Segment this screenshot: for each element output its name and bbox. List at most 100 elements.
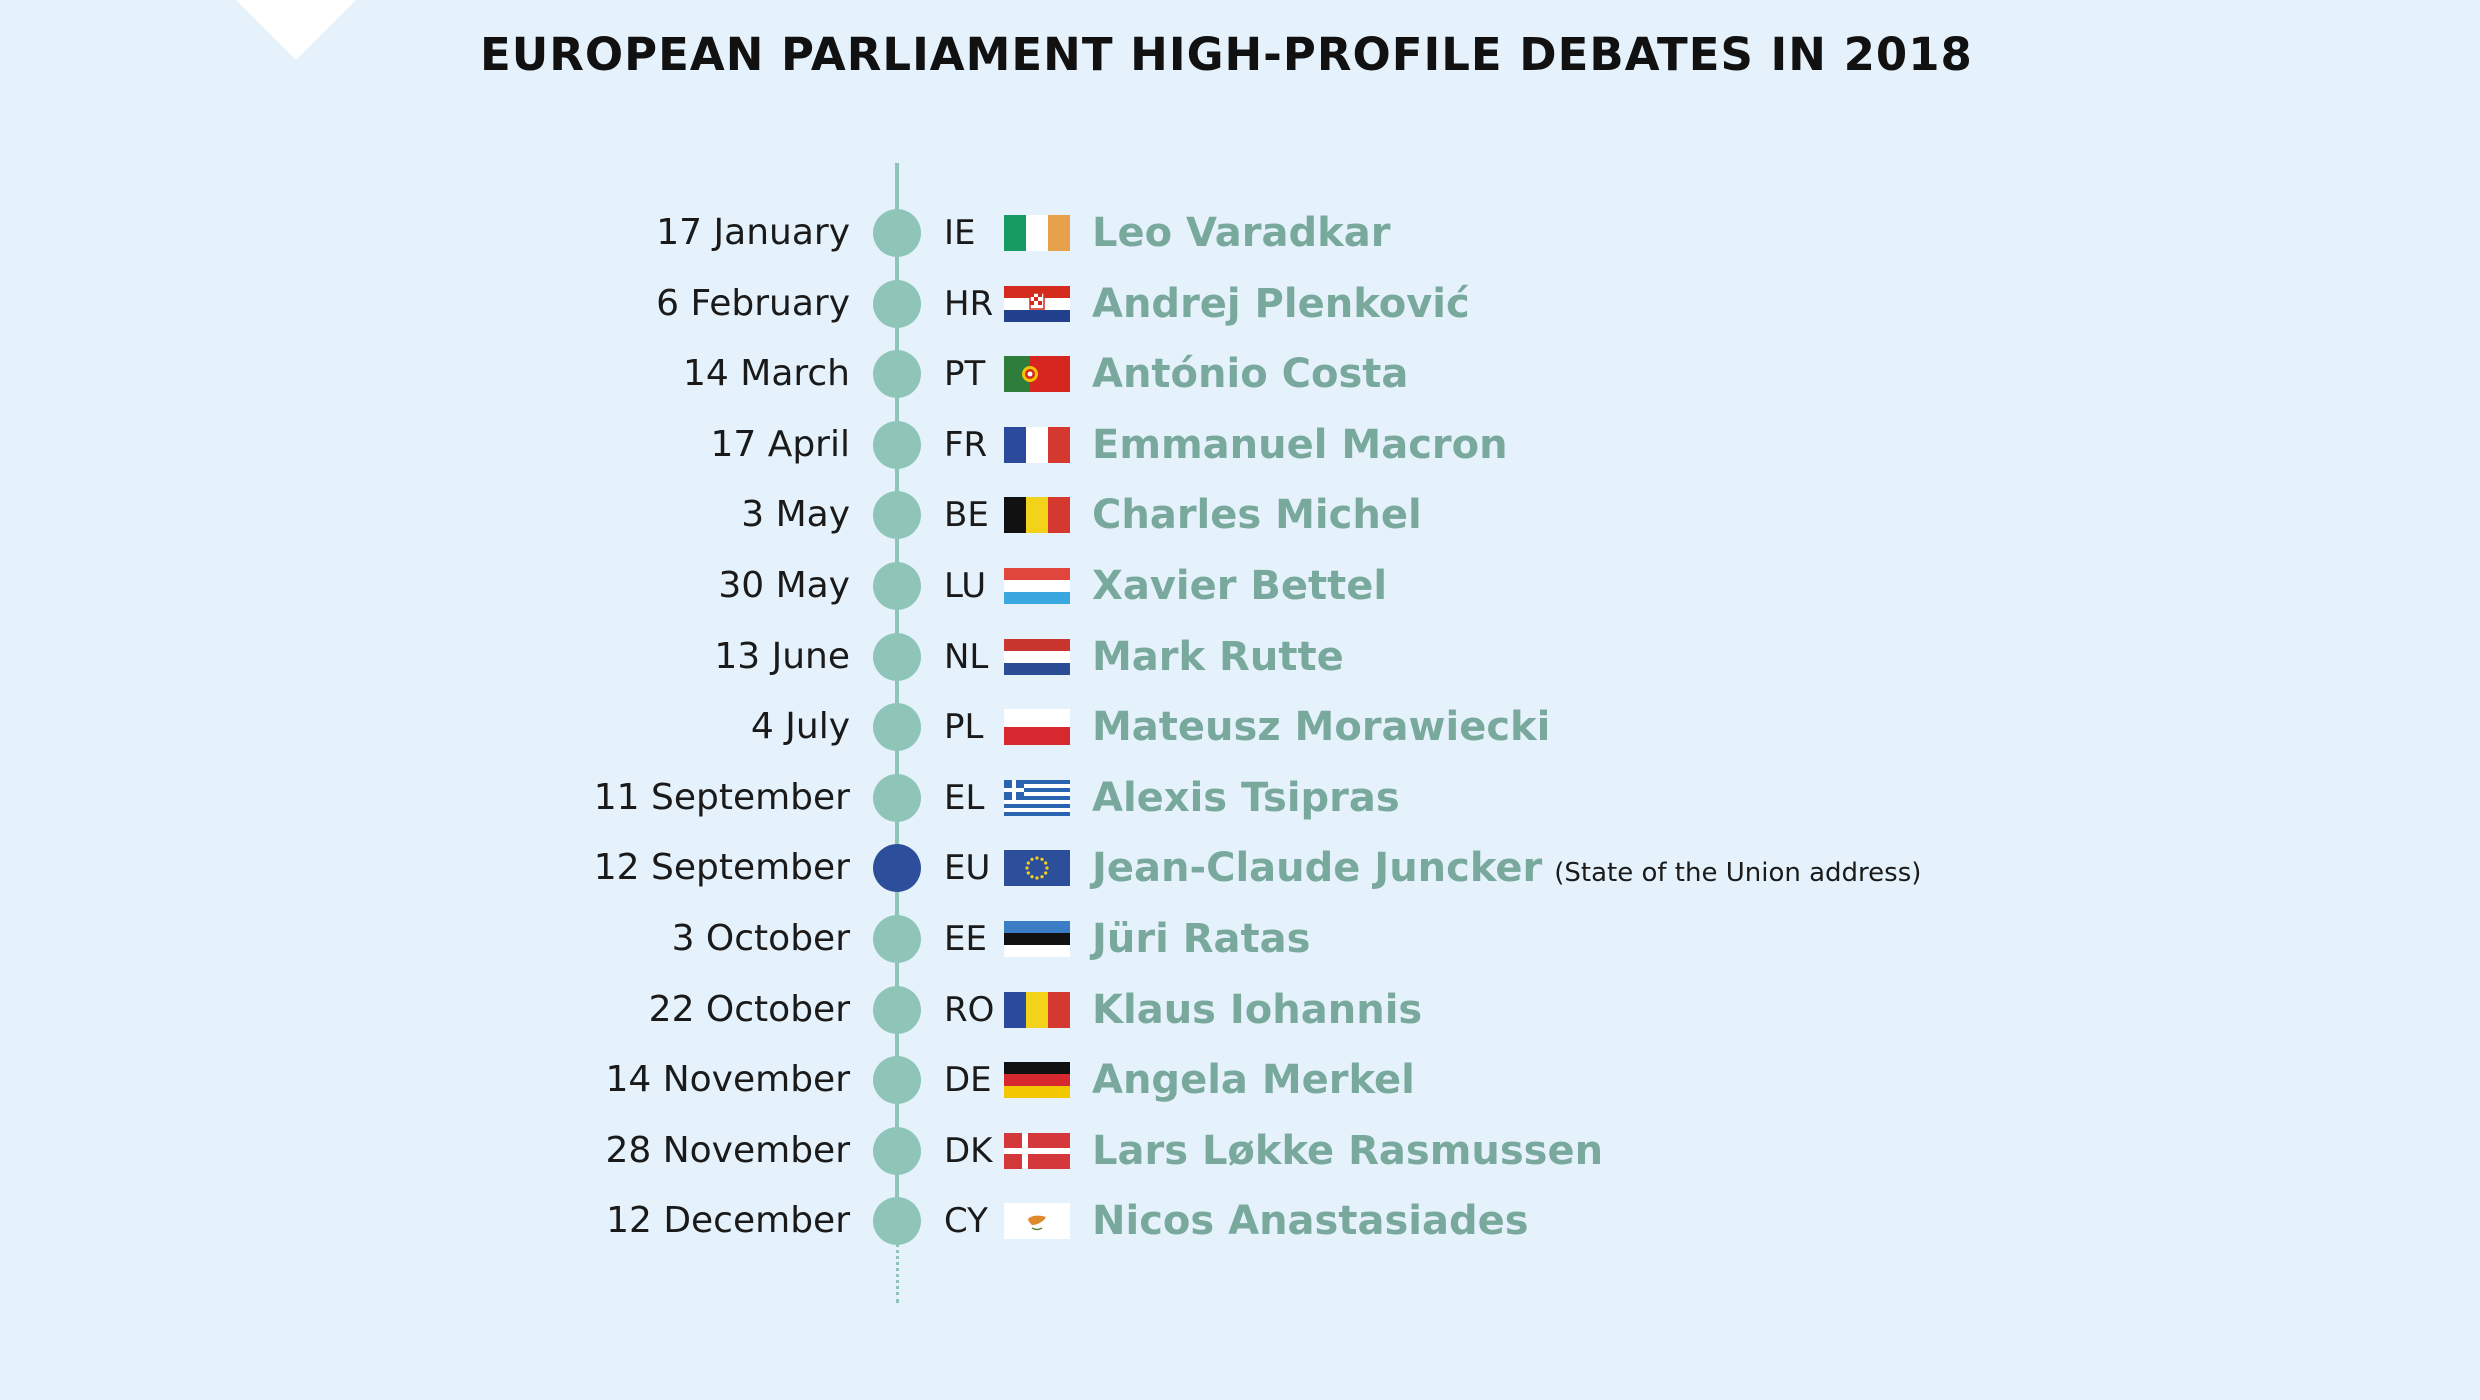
flag-eu-icon — [1004, 850, 1070, 886]
speaker-name-text: Alexis Tsipras — [1092, 775, 1400, 821]
speaker-name: Andrej Plenković — [1092, 274, 1470, 334]
speaker-name-text: António Costa — [1092, 351, 1409, 397]
country-code: CY — [944, 1201, 988, 1241]
debate-date: 3 May — [741, 494, 850, 535]
speaker-name: Angela Merkel — [1092, 1050, 1415, 1110]
country-code: DK — [944, 1131, 993, 1171]
speaker-name: Klaus Iohannis — [1092, 980, 1422, 1040]
speaker-name: Xavier Bettel — [1092, 556, 1387, 616]
debate-date: 4 July — [750, 706, 850, 747]
timeline-marker — [873, 562, 921, 610]
debate-row: 13 June NL Mark Rutte — [0, 627, 2480, 687]
country-code: RO — [944, 990, 995, 1030]
debate-row: 11 September EL Alexis Tsipras — [0, 768, 2480, 828]
timeline-marker — [873, 1056, 921, 1104]
page-title: EUROPEAN PARLIAMENT HIGH-PROFILE DEBATES… — [480, 28, 1973, 81]
debate-row: 17 January IE Leo Varadkar — [0, 203, 2480, 263]
country-code: PT — [944, 354, 986, 394]
flag-lu-icon — [1004, 568, 1070, 604]
flag-de-icon — [1004, 1062, 1070, 1098]
debate-date: 17 January — [656, 212, 850, 253]
flag-pl-icon — [1004, 709, 1070, 745]
speaker-name: Alexis Tsipras — [1092, 768, 1400, 828]
timeline-marker — [873, 844, 921, 892]
timeline-continuation — [896, 1243, 899, 1303]
flag-dk-icon — [1004, 1133, 1070, 1169]
speaker-name: Leo Varadkar — [1092, 203, 1390, 263]
debate-date: 14 March — [683, 353, 850, 394]
debate-row: 4 July PL Mateusz Morawiecki — [0, 697, 2480, 757]
country-code: IE — [944, 213, 976, 253]
timeline-marker — [873, 915, 921, 963]
country-code: NL — [944, 637, 989, 677]
corner-notch — [236, 0, 356, 60]
debate-date: 28 November — [605, 1130, 850, 1171]
timeline-marker — [873, 209, 921, 257]
debate-row: 3 May BE Charles Michel — [0, 485, 2480, 545]
debate-row: 6 February HR Andrej Plenković — [0, 274, 2480, 334]
timeline-marker — [873, 703, 921, 751]
timeline-marker — [873, 350, 921, 398]
speaker-name-text: Mark Rutte — [1092, 634, 1344, 680]
debate-row: 14 March PT António Costa — [0, 344, 2480, 404]
speaker-name-text: Klaus Iohannis — [1092, 987, 1423, 1033]
speaker-name: Charles Michel — [1092, 485, 1422, 545]
debate-row: 3 October EE Jüri Ratas — [0, 909, 2480, 969]
speaker-note: (State of the Union address) — [1554, 858, 1922, 888]
speaker-name-text: Leo Varadkar — [1092, 210, 1391, 256]
country-code: EU — [944, 848, 991, 888]
speaker-name: Jean-Claude Juncker (State of the Union a… — [1092, 838, 1921, 903]
speaker-name-text: Emmanuel Macron — [1092, 422, 1508, 468]
country-code: FR — [944, 425, 988, 465]
timeline-marker — [873, 421, 921, 469]
debate-date: 6 February — [656, 283, 850, 324]
debate-date: 14 November — [605, 1059, 850, 1100]
flag-hr-icon — [1004, 286, 1070, 322]
speaker-name: Emmanuel Macron — [1092, 415, 1508, 475]
speaker-name-text: Jean-Claude Juncker — [1092, 845, 1543, 891]
debate-date: 12 September — [593, 847, 850, 888]
timeline-marker — [873, 774, 921, 822]
flag-ie-icon — [1004, 215, 1070, 251]
timeline-marker — [873, 280, 921, 328]
debate-row: 30 May LU Xavier Bettel — [0, 556, 2480, 616]
timeline-marker — [873, 491, 921, 539]
debate-date: 17 April — [710, 424, 850, 465]
speaker-name-text: Jüri Ratas — [1092, 916, 1311, 962]
speaker-name: Lars Løkke Rasmussen — [1092, 1121, 1603, 1181]
flag-ro-icon — [1004, 992, 1070, 1028]
debate-date: 30 May — [718, 565, 850, 606]
debate-date: 22 October — [648, 989, 850, 1030]
speaker-name-text: Xavier Bettel — [1092, 563, 1388, 609]
flag-fr-icon — [1004, 427, 1070, 463]
debate-date: 11 September — [593, 777, 850, 818]
debate-row: 17 April FR Emmanuel Macron — [0, 415, 2480, 475]
flag-cy-icon — [1004, 1203, 1070, 1239]
country-code: DE — [944, 1060, 992, 1100]
country-code: EL — [944, 778, 985, 818]
speaker-name: Mark Rutte — [1092, 627, 1344, 687]
timeline-marker — [873, 633, 921, 681]
speaker-name: Jüri Ratas — [1092, 909, 1310, 969]
country-code: EE — [944, 919, 987, 959]
debate-date: 12 December — [606, 1200, 850, 1241]
speaker-name-text: Nicos Anastasiades — [1092, 1198, 1529, 1244]
flag-el-icon — [1004, 780, 1070, 816]
flag-ee-icon — [1004, 921, 1070, 957]
timeline-marker — [873, 986, 921, 1034]
country-code: PL — [944, 707, 984, 747]
debate-row: 14 November DE Angela Merkel — [0, 1050, 2480, 1110]
speaker-name: António Costa — [1092, 344, 1408, 404]
country-code: BE — [944, 495, 989, 535]
flag-be-icon — [1004, 497, 1070, 533]
speaker-name-text: Mateusz Morawiecki — [1092, 704, 1551, 750]
timeline-marker — [873, 1197, 921, 1245]
speaker-name-text: Angela Merkel — [1092, 1057, 1415, 1103]
flag-nl-icon — [1004, 639, 1070, 675]
debate-date: 3 October — [671, 918, 850, 959]
debate-row: 28 November DK Lars Løkke Rasmussen — [0, 1121, 2480, 1181]
country-code: LU — [944, 566, 987, 606]
speaker-name: Nicos Anastasiades — [1092, 1191, 1529, 1251]
speaker-name-text: Lars Løkke Rasmussen — [1092, 1128, 1604, 1174]
